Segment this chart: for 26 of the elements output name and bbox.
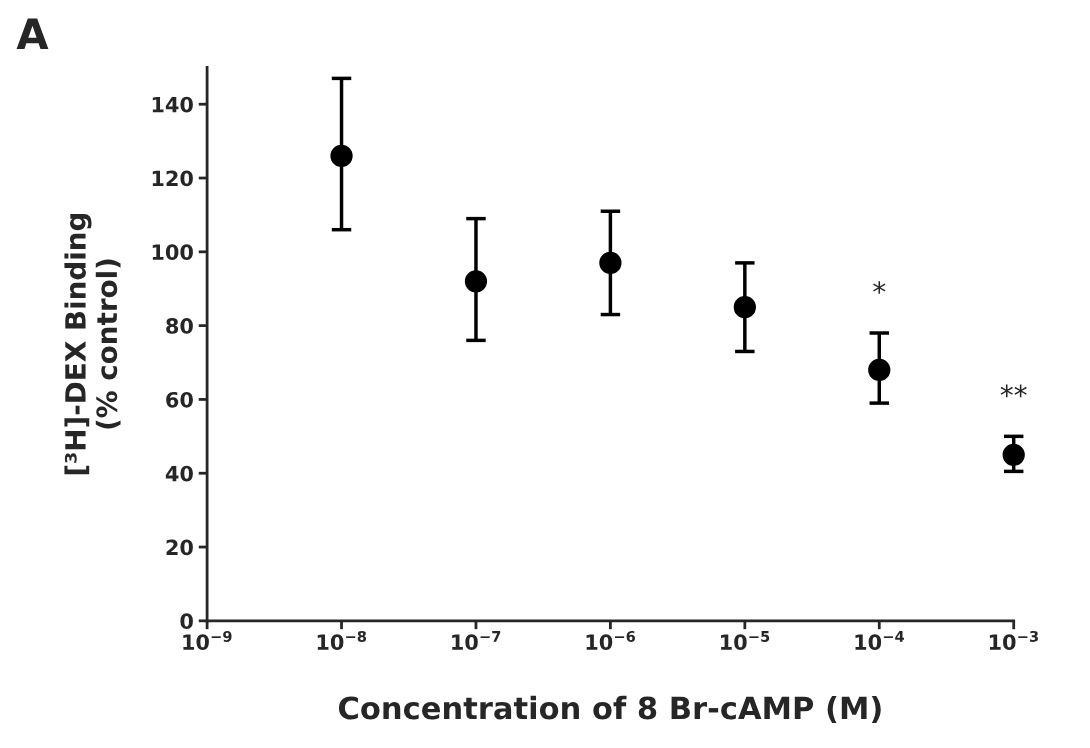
x-tick-label: 10$^{−7}$ [452, 631, 501, 651]
point [1002, 443, 1025, 466]
y-tick-label: 140 [152, 96, 193, 113]
y-tick-label: 80 [166, 318, 193, 334]
x-tick-label: 10$^{−6}$ [586, 630, 636, 650]
x-tick-label: 10$^{−9}$ [183, 630, 232, 650]
x-tick-label: 10$^{−3}$ [989, 630, 1038, 650]
text: A [16, 18, 49, 49]
x-axis-title: Concentration of 8 Br-cAMP (M) [338, 695, 881, 724]
point [599, 251, 622, 275]
x-tick-label: 10$^{−5}$ [721, 631, 770, 651]
y-axis-title: [³H]-DEX Binding (% control) [64, 213, 121, 475]
y-tick-label: 60 [166, 391, 193, 408]
y-tick-label: 120 [152, 170, 193, 187]
x-tick-label: 10$^{−8}$ [317, 630, 367, 650]
point [868, 358, 891, 382]
y-tick-label: 100 [152, 244, 193, 261]
point [330, 144, 353, 168]
point [464, 270, 488, 293]
y-tick-label: 0 [180, 613, 193, 630]
annotation: ** [1000, 384, 1027, 398]
point [733, 296, 756, 319]
y-tick-label: 20 [166, 539, 193, 556]
annotation: * [873, 281, 886, 294]
y-tick-label: 40 [165, 465, 193, 482]
x-tick-label: 10$^{−4}$ [855, 631, 905, 651]
